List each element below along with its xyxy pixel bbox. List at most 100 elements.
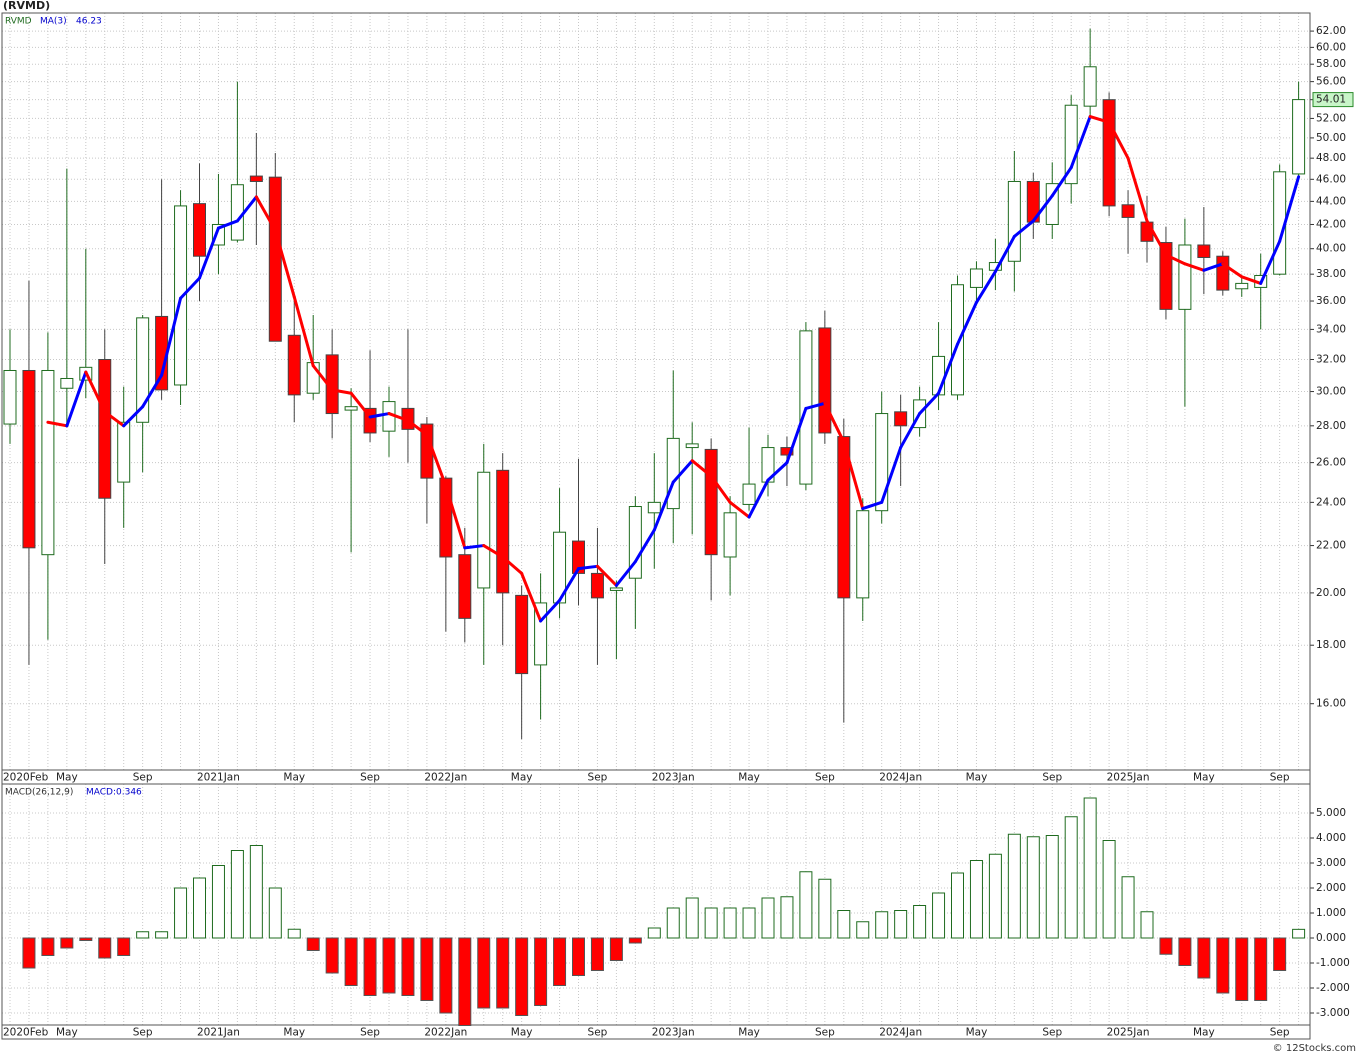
x-tick-label: 2024Jan (879, 772, 922, 784)
ma-segment (1202, 262, 1225, 272)
y-tick-label: 42.00 (1316, 218, 1346, 230)
x-tick-label: 2021Jan (197, 1027, 240, 1039)
candle-body (1159, 242, 1173, 310)
y-tick-label: 5.000 (1316, 807, 1346, 819)
macd-bar (287, 928, 301, 939)
candle-body (590, 572, 604, 599)
macd-bar (647, 927, 661, 939)
y-tick-label: 0.000 (1316, 932, 1346, 944)
ma-segment (198, 226, 220, 280)
candle-body (230, 184, 244, 241)
x-tick-label: 2023Jan (652, 772, 695, 784)
macd-bar (666, 907, 680, 939)
ma-segment (1012, 219, 1035, 238)
candle-body (837, 436, 851, 599)
ma-segment (709, 474, 732, 504)
macd-bar (704, 907, 718, 939)
macd-bar (628, 937, 642, 944)
ma-segment (46, 420, 69, 428)
candle-body (1121, 204, 1135, 218)
macd-bar (818, 878, 832, 939)
macd-bar (249, 845, 263, 939)
y-tick-label: 20.00 (1316, 587, 1346, 599)
macd-bar (420, 937, 434, 1001)
candle-body (894, 411, 908, 427)
candle-body (628, 506, 642, 579)
candle-body (553, 531, 567, 604)
candle-body (477, 471, 491, 589)
ma-segment (842, 440, 865, 511)
y-tick-label: 40.00 (1316, 243, 1346, 255)
macd-bar (477, 937, 491, 1009)
y-tick-label: 50.00 (1316, 132, 1346, 144)
x-tick-label: Sep (1270, 1027, 1290, 1039)
x-tick-label: May (511, 1027, 533, 1039)
y-tick-label: -1.000 (1316, 957, 1350, 969)
macd-bar (837, 910, 851, 939)
x-tick-label: 2025Jan (1107, 1027, 1150, 1039)
macd-bar (1159, 937, 1173, 955)
layer: 16.00 18.00 20.00 22.00 24.00 26.00 28.00 30.00… (1, 12, 1354, 1040)
macd-bar (401, 937, 415, 996)
y-tick-label: 28.00 (1316, 420, 1346, 432)
y-tick-label: 4.000 (1316, 832, 1346, 844)
macd-bar (1102, 840, 1116, 939)
ma-segment (292, 295, 315, 368)
x-tick-label: May (56, 1027, 78, 1039)
x-tick-label: May (966, 1027, 988, 1039)
x-tick-label: Sep (588, 1027, 608, 1039)
candle-body (1140, 221, 1154, 242)
ma-segment (899, 412, 922, 450)
candle-body (117, 421, 131, 483)
candle-body (1083, 66, 1097, 107)
x-tick-label: May (1193, 1027, 1215, 1039)
ma-segment (539, 598, 562, 623)
candle-body (268, 176, 282, 342)
x-tick-label: Sep (1270, 772, 1290, 784)
candle-body (249, 175, 263, 182)
ma-segment (558, 567, 580, 602)
x-tick-label: May (56, 772, 78, 784)
y-tick-label: 46.00 (1316, 173, 1346, 185)
candle-body (742, 483, 756, 505)
macd-bar (780, 896, 794, 939)
y-tick-label: 30.00 (1316, 386, 1346, 398)
macd-bar (913, 905, 927, 939)
ma-segment (747, 478, 770, 519)
macd-bar (572, 937, 585, 976)
x-tick-label: 2024Jan (879, 1027, 922, 1039)
y-tick-label: 22.00 (1316, 540, 1346, 552)
ma-segment (520, 571, 543, 623)
candle-body (609, 587, 623, 591)
macd-bar (1140, 911, 1154, 939)
macd-bar (1064, 816, 1078, 939)
y-tick-label: 34.00 (1316, 323, 1346, 335)
macd-bar (742, 907, 756, 939)
x-tick-label: 2025Jan (1107, 772, 1150, 784)
candle-body (3, 369, 17, 425)
ma-segment (311, 364, 334, 392)
candle-body (951, 284, 964, 396)
macd-bar (1007, 833, 1021, 939)
macd-bar (1235, 937, 1249, 1001)
ma-segment (65, 370, 88, 428)
y-tick-label: 24.00 (1316, 496, 1346, 508)
macd-bar (1254, 937, 1268, 1001)
y-tick-label: 16.00 (1316, 698, 1346, 710)
ma-segment (330, 388, 353, 395)
ma-segment (1069, 115, 1092, 170)
ma-segment (273, 228, 296, 299)
y-tick-label: 56.00 (1316, 76, 1346, 88)
candle-body (136, 317, 150, 423)
macd-bar (609, 937, 623, 961)
macd-value: MACD:0.346 (86, 788, 142, 798)
macd-bar (515, 937, 529, 1016)
macd-bar (988, 853, 1002, 939)
y-tick-label: -2.000 (1316, 982, 1350, 994)
candle-body (22, 369, 36, 549)
macd-bar (553, 937, 567, 986)
candle-body (515, 594, 529, 675)
ma-segment (444, 484, 467, 550)
macd-bar (458, 937, 472, 1026)
ma-segment (1240, 275, 1263, 285)
